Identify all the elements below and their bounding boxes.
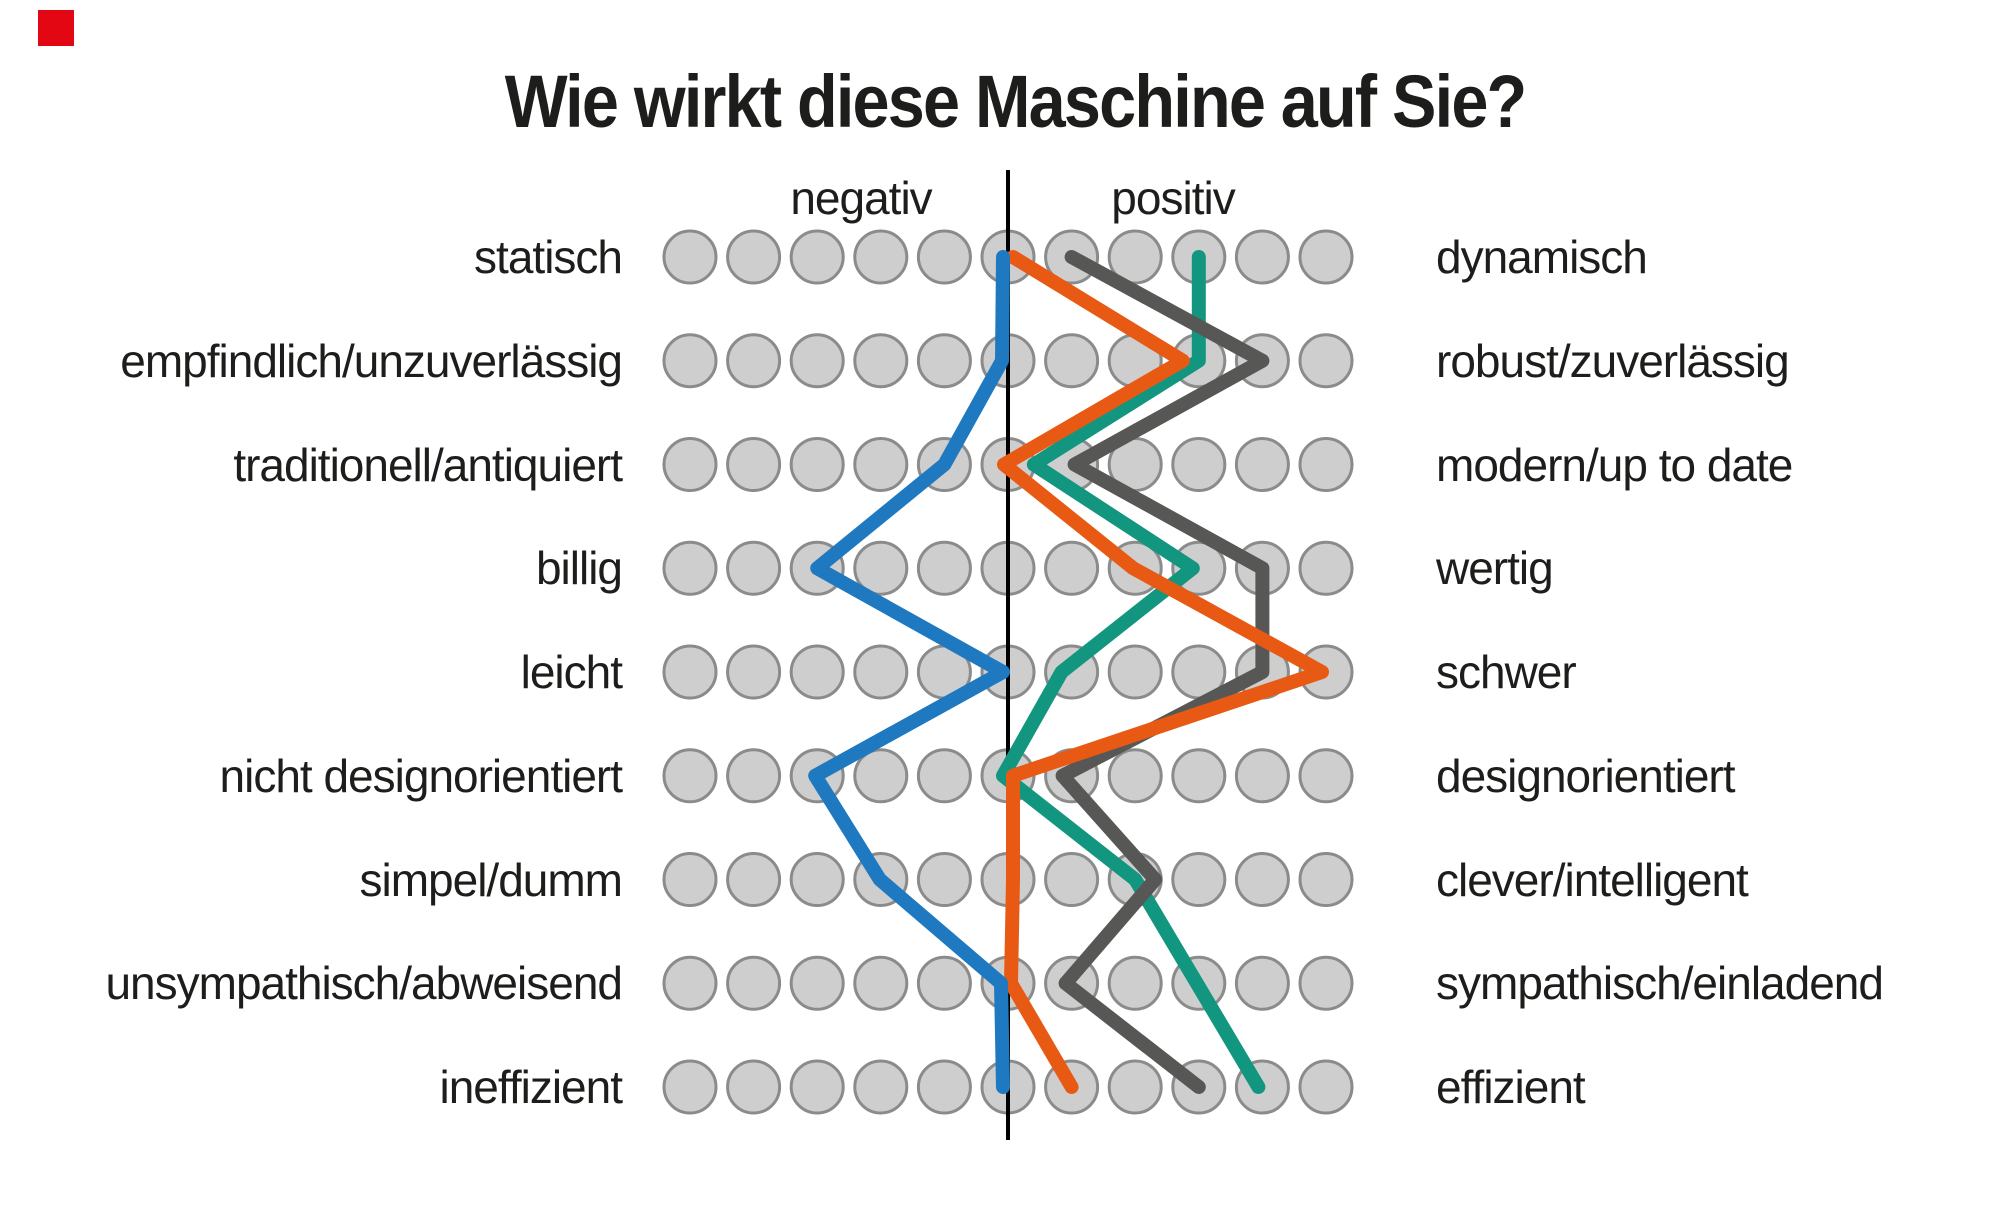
positive-pole-label: positiv (1111, 172, 1235, 224)
row-label-negative: traditionell/antiquiert (233, 438, 623, 491)
rating-circle (1298, 955, 1354, 1011)
rating-circle (1298, 748, 1354, 804)
rating-circle (662, 852, 718, 907)
row-label-positive: robust/zuverlässig (1436, 334, 1790, 387)
rating-circle (916, 1059, 972, 1115)
rating-circle (726, 955, 782, 1011)
row-label-positive: sympathisch/einladend (1436, 957, 1884, 1010)
row-label-negative: unsympathisch/abweisend (105, 957, 623, 1010)
rating-circle (916, 540, 972, 596)
rating-circle (1044, 852, 1100, 907)
rating-circle (1234, 852, 1290, 907)
row-label-negative: billig (535, 542, 623, 595)
rating-circle (726, 1059, 782, 1115)
rating-circle (1171, 437, 1227, 492)
rating-circle (853, 748, 909, 804)
row-label-positive: effizient (1436, 1061, 1586, 1113)
rating-circle (1234, 437, 1290, 492)
rating-circle (789, 644, 845, 700)
rating-circle (726, 748, 782, 804)
rating-circle (662, 955, 718, 1011)
rating-circle (853, 644, 909, 700)
rating-circle (916, 748, 972, 804)
rating-circle (853, 540, 909, 596)
row-label-positive: designorientiert (1436, 749, 1736, 802)
rating-circle (789, 852, 845, 907)
rating-circle (1298, 1059, 1354, 1115)
rating-circle (789, 955, 845, 1011)
rating-circle (726, 437, 782, 492)
rating-circle (1171, 748, 1227, 804)
rating-circle (1044, 540, 1100, 596)
rating-circle (662, 437, 718, 492)
row-label-positive: modern/up to date (1436, 438, 1793, 491)
row-label-negative: leicht (520, 646, 623, 698)
rating-circle (662, 333, 718, 389)
negative-pole-label: negativ (790, 172, 932, 224)
rating-circle (662, 1059, 718, 1115)
rating-circle (662, 748, 718, 804)
rating-circle (916, 333, 972, 389)
rating-circle (1234, 229, 1290, 285)
row-label-negative: simpel/dumm (359, 853, 623, 906)
chart-title-text: Wie wirkt diese Maschine auf Sie? (504, 60, 1528, 143)
rating-circle (726, 644, 782, 700)
rating-circle (726, 229, 782, 285)
rating-circle (789, 333, 845, 389)
rating-circle (726, 333, 782, 389)
row-label-positive: clever/intelligent (1436, 853, 1749, 906)
rating-circle (1171, 852, 1227, 907)
rating-circle (726, 540, 782, 596)
rating-circle (662, 229, 718, 285)
series-line-gray (1055, 250, 1270, 1094)
series-line-orange (997, 250, 1329, 1094)
rating-circle (662, 540, 718, 596)
rating-circle (853, 333, 909, 389)
rating-circle (1107, 644, 1163, 700)
rating-circle (853, 1059, 909, 1115)
rating-circle (916, 955, 972, 1011)
row-label-positive: schwer (1436, 646, 1577, 698)
rating-circle (1298, 229, 1354, 285)
rating-circle (1107, 748, 1163, 804)
rating-circle (1107, 955, 1163, 1011)
rating-circle (853, 955, 909, 1011)
rating-circle (916, 852, 972, 907)
rating-circle (726, 852, 782, 907)
rating-circle (789, 1059, 845, 1115)
rating-circle (1234, 955, 1290, 1011)
row-label-positive: dynamisch (1436, 231, 1648, 283)
rating-circle (1107, 1059, 1163, 1115)
rating-circle (1298, 437, 1354, 492)
series-line-teal (996, 250, 1266, 1094)
rating-circle (789, 229, 845, 285)
rating-circle (1234, 748, 1290, 804)
rating-circle (789, 437, 845, 492)
rating-circle (1298, 540, 1354, 596)
rating-circle (662, 644, 718, 700)
rating-circle (916, 229, 972, 285)
row-label-negative: nicht designorientiert (219, 749, 623, 802)
row-label-negative: ineffizient (439, 1061, 623, 1113)
rating-circle (1298, 852, 1354, 907)
rating-circle (853, 437, 909, 492)
red-corner-marker (38, 10, 74, 46)
rating-circle (1044, 333, 1100, 389)
row-label-negative: empfindlich/unzuverlässig (120, 334, 623, 387)
series-line-blue (808, 250, 1010, 1094)
row-label-negative: statisch (474, 231, 623, 283)
rating-circle (1298, 333, 1354, 389)
rating-circle (1107, 229, 1163, 285)
rating-circle (853, 229, 909, 285)
chart-title: Wie wirkt diese Maschine auf Sie? (38, 56, 1992, 148)
row-label-positive: wertig (1436, 542, 1554, 595)
